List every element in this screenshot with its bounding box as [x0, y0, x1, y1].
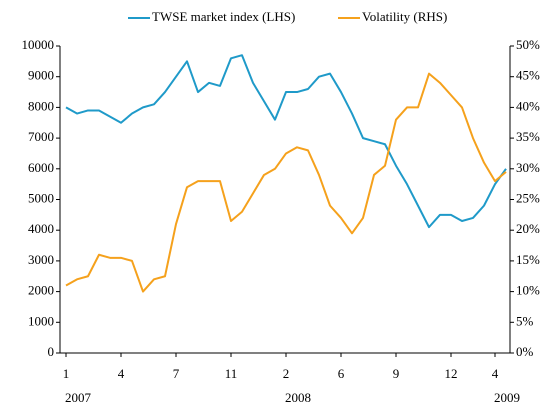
y2-tick-label: 20% — [516, 221, 540, 236]
x-tick-label: 9 — [393, 366, 400, 381]
y2-tick-label: 30% — [516, 160, 540, 175]
y2-tick-label: 25% — [516, 190, 540, 205]
year-label: 2007 — [65, 390, 92, 405]
y2-tick-label: 35% — [516, 129, 540, 144]
x-tick-label: 6 — [338, 366, 345, 381]
y-tick-label: 9000 — [28, 68, 54, 83]
y2-tick-label: 5% — [516, 313, 534, 328]
x-tick-label: 1 — [63, 366, 70, 381]
y2-tick-label: 40% — [516, 98, 540, 113]
series-line — [65, 72, 507, 293]
year-label: 2008 — [285, 390, 311, 405]
y-tick-label: 3000 — [28, 252, 54, 267]
legend-label: Volatility (RHS) — [362, 9, 447, 24]
year-label: 2009 — [494, 390, 520, 405]
y-tick-label: 10000 — [22, 37, 55, 52]
series-line — [65, 54, 507, 229]
y2-tick-label: 45% — [516, 68, 540, 83]
y-tick-label: 7000 — [28, 129, 54, 144]
y2-tick-label: 0% — [516, 344, 534, 359]
y2-tick-label: 10% — [516, 283, 540, 298]
x-tick-label: 4 — [492, 366, 499, 381]
y2-tick-label: 15% — [516, 252, 540, 267]
x-tick-label: 12 — [445, 366, 458, 381]
y-tick-label: 2000 — [28, 283, 54, 298]
y2-tick-label: 50% — [516, 37, 540, 52]
x-tick-label: 4 — [118, 366, 125, 381]
x-tick-label: 7 — [173, 366, 180, 381]
y-tick-label: 4000 — [28, 221, 54, 236]
y-tick-label: 5000 — [28, 190, 54, 205]
y-tick-label: 8000 — [28, 98, 54, 113]
legend-label: TWSE market index (LHS) — [152, 9, 295, 24]
y-tick-label: 6000 — [28, 160, 54, 175]
x-tick-label: 2 — [283, 366, 290, 381]
x-tick-label: 11 — [225, 366, 238, 381]
y-tick-label: 0 — [48, 344, 55, 359]
y-tick-label: 1000 — [28, 313, 54, 328]
